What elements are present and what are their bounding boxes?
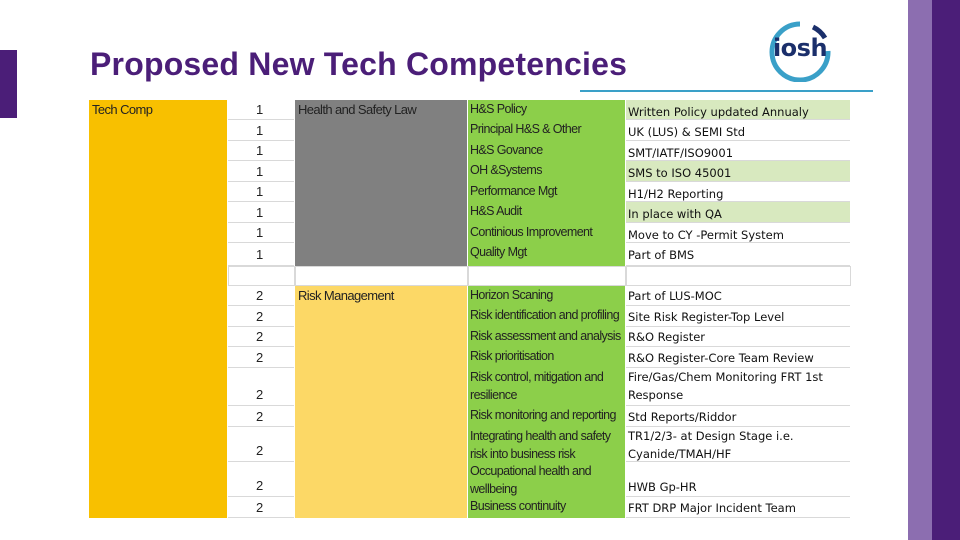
topic-cell: Risk control, mitigation and resilience (468, 368, 625, 406)
note-cell: HWB Gp-HR (626, 462, 850, 497)
note-cell: Written Policy updated Annualy (626, 100, 850, 120)
spacer-cell (468, 266, 626, 286)
text-line: Integrating health and safety (470, 429, 611, 443)
topic-cell: Principal H&S & Other (468, 120, 625, 141)
level-cell: 2 (228, 368, 294, 406)
note-cell: UK (LUS) & SEMI Std (626, 120, 850, 141)
text-line: TR1/2/3- at Design Stage i.e. (628, 429, 794, 443)
topic-cell: Risk assessment and analysis (468, 327, 625, 347)
level-cell: 2 (228, 347, 294, 368)
right-accent-strip-light (908, 0, 932, 540)
spacer-cell (626, 266, 851, 286)
left-accent-bar (0, 50, 17, 118)
note-cell: R&O Register-Core Team Review (626, 347, 850, 368)
level-cell: 1 (228, 141, 294, 161)
note-cell: TR1/2/3- at Design Stage i.e. Cyanide/TMA… (626, 427, 850, 462)
level-cell: 2 (228, 427, 294, 462)
note-cell: In place with QA (626, 202, 850, 223)
slide-title: Proposed New Tech Competencies (90, 46, 628, 82)
topic-cell: Risk identification and profiling (468, 306, 625, 327)
level-cell: 1 (228, 120, 294, 141)
topic-cell: Quality Mgt (468, 243, 625, 266)
note-cell: Site Risk Register-Top Level (626, 306, 850, 327)
level-cell: 2 (228, 286, 294, 306)
iosh-logo: iosh (765, 20, 835, 83)
title-underline (580, 90, 873, 92)
logo-text: iosh (772, 34, 828, 62)
topic-cell: Integrating health and safety risk into b… (468, 427, 625, 462)
note-cell: FRT DRP Major Incident Team (626, 497, 850, 518)
level-cell: 1 (228, 243, 294, 266)
text-line: Occupational health and (470, 464, 592, 478)
topic-cell: OH &Systems (468, 161, 625, 182)
text-line: resilience (470, 388, 517, 402)
right-accent-strip-dark (932, 0, 960, 540)
level-cell: 2 (228, 406, 294, 427)
topic-cell: H&S Govance (468, 141, 625, 161)
note-cell: Part of LUS-MOC (626, 286, 850, 306)
note-cell: Std Reports/Riddor (626, 406, 850, 427)
note-cell: H1/H2 Reporting (626, 182, 850, 202)
tech-comp-column: Tech Comp (89, 100, 227, 518)
area-risk-management: Risk Management (295, 286, 467, 518)
level-cell: 2 (228, 306, 294, 327)
area-label: Health and Safety Law (298, 102, 417, 117)
note-cell: Fire/Gas/Chem Monitoring FRT 1st Response (626, 368, 850, 406)
topic-cell: Business continuity (468, 497, 625, 518)
logo-ring-icon (769, 21, 831, 83)
topic-cell: Risk prioritisation (468, 347, 625, 368)
note-cell: R&O Register (626, 327, 850, 347)
text-line: wellbeing (470, 482, 517, 496)
spacer-cell (228, 266, 295, 286)
text-line: Fire/Gas/Chem Monitoring FRT 1st (628, 370, 823, 384)
level-cell: 1 (228, 161, 294, 182)
level-cell: 2 (228, 497, 294, 518)
level-cell: 2 (228, 327, 294, 347)
topic-cell: Horizon Scaning (468, 286, 625, 306)
text-line: risk into business risk (470, 447, 576, 461)
topic-cell: Performance Mgt (468, 182, 625, 202)
note-cell: Part of BMS (626, 243, 850, 266)
level-cell: 1 (228, 202, 294, 223)
topic-cell: H&S Audit (468, 202, 625, 223)
level-cell: 2 (228, 462, 294, 497)
text-line: Cyanide/TMAH/HF (628, 447, 732, 461)
area-label: Risk Management (298, 288, 394, 303)
level-cell: 1 (228, 182, 294, 202)
spacer-cell (295, 266, 468, 286)
note-cell: Move to CY -Permit System (626, 223, 850, 243)
tech-comp-label: Tech Comp (92, 102, 153, 117)
note-cell: SMT/IATF/ISO9001 (626, 141, 850, 161)
level-cell: 1 (228, 223, 294, 243)
level-cell: 1 (228, 100, 294, 120)
text-line: Risk control, mitigation and (470, 370, 604, 384)
topic-cell: Occupational health and wellbeing (468, 462, 625, 497)
text-line: Response (628, 388, 684, 402)
competency-table: Tech Comp Health and Safety Law Risk Man… (89, 100, 852, 518)
note-cell: SMS to ISO 45001 (626, 161, 850, 182)
topic-cell: Continious Improvement (468, 223, 625, 243)
topic-cell: Risk monitoring and reporting (468, 406, 625, 427)
topic-cell: H&S Policy (468, 100, 625, 120)
area-health-safety-law: Health and Safety Law (295, 100, 467, 266)
